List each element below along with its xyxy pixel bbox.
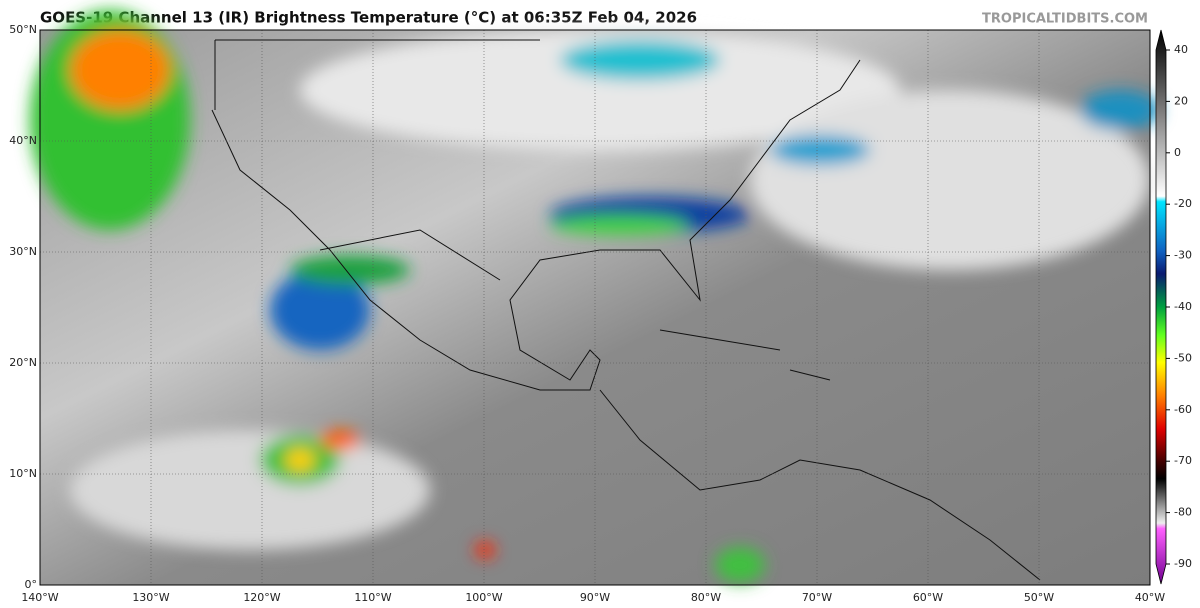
longitude-label: 140°W [21, 591, 58, 604]
longitude-label: 80°W [691, 591, 721, 604]
colorbar-tick-label: 20 [1174, 94, 1188, 107]
colorbar-tick-label: -60 [1174, 403, 1192, 416]
satellite-image [30, 10, 1160, 585]
latitude-label: 10°N [9, 467, 37, 480]
longitude-label: 70°W [802, 591, 832, 604]
longitude-label: 100°W [465, 591, 502, 604]
colorbar-tick-label: -90 [1174, 557, 1192, 570]
colorbar-tick-label: -80 [1174, 506, 1192, 519]
latitude-label: 40°N [9, 134, 37, 147]
longitude-label: 50°W [1024, 591, 1054, 604]
colorbar [1155, 29, 1167, 585]
longitude-label: 120°W [243, 591, 280, 604]
colorbar-tick-label: -50 [1174, 351, 1192, 364]
labels: 50°N 40°N 30°N 20°N 10°N 0°140°W 130°W 120°W 110… [9, 23, 1192, 604]
site-name: TROPICALTIDBITS.COM [982, 12, 1148, 27]
coastlines [211, 39, 1041, 581]
title: GOES-19 Channel 13 (IR) Brightness Tempe… [40, 9, 697, 27]
longitude-label: 90°W [580, 591, 610, 604]
colorbar-scale [1155, 29, 1167, 585]
colorbar-tick-label: -30 [1174, 249, 1192, 262]
longitude-label: 130°W [132, 591, 169, 604]
longitude-label: 110°W [354, 591, 391, 604]
latitude-label: 30°N [9, 245, 37, 258]
colorbar-tick-label: -70 [1174, 454, 1192, 467]
colorbar-tick-label: -40 [1174, 300, 1192, 313]
latitude-label: 0° [25, 578, 38, 591]
colorbar-tick-label: 0 [1174, 146, 1181, 159]
latitude-label: 20°N [9, 356, 37, 369]
cloud-field [30, 10, 1160, 583]
colorbar-tick-label: 40 [1174, 43, 1188, 56]
latitude-label: 50°N [9, 23, 37, 36]
colorbar-tick-label: -20 [1174, 197, 1192, 210]
longitude-label: 40°W [1135, 591, 1165, 604]
map-frame [39, 29, 1151, 586]
longitude-label: 60°W [913, 591, 943, 604]
